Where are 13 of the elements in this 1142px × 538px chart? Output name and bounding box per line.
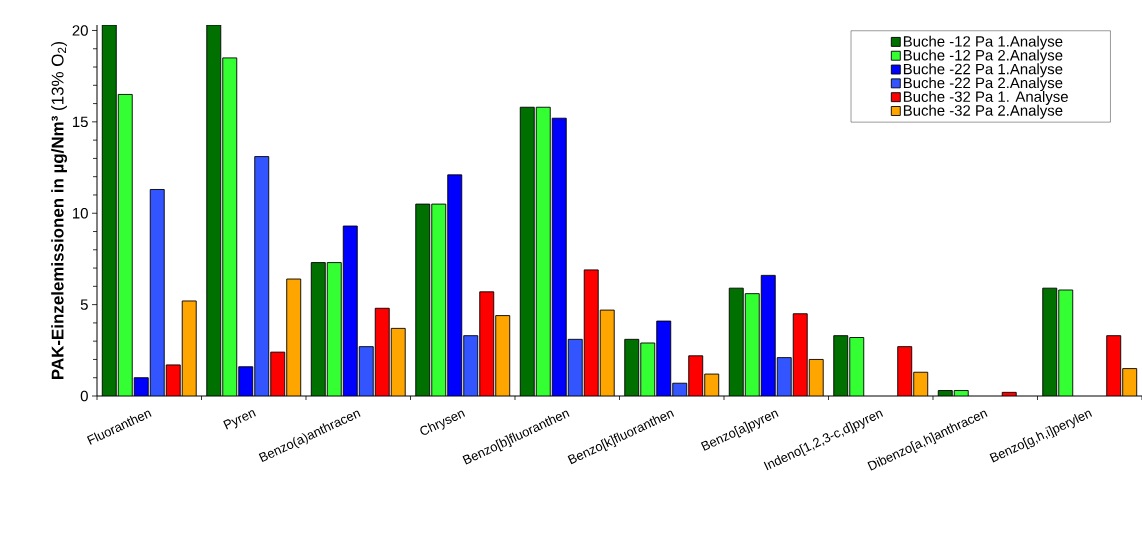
y-tick-label: 15 xyxy=(73,116,88,128)
legend-label: Buche -22 Pa 2.Analyse xyxy=(903,77,1063,92)
y-tick-label: 5 xyxy=(80,299,88,310)
y-axis-title: PAK-Einzelemissionen in µg/Nm³ (13% O$_{2}$) xyxy=(51,41,68,380)
x-tick-label: Pyren xyxy=(223,410,256,430)
y-tick-label: 10 xyxy=(73,207,88,219)
legend-label: Buche -32 Pa 2.Analyse xyxy=(903,104,1063,119)
y-tick-label: 20 xyxy=(72,25,88,36)
legend-label: Buche -32 Pa 1. Analyse xyxy=(903,91,1068,105)
legend-label: Buche -22 Pa 1.Analyse xyxy=(903,63,1063,78)
y-tick-label: 0 xyxy=(80,390,88,402)
legend-label: Buche -12 Pa 2.Analyse xyxy=(903,49,1063,64)
legend-label: Buche -12 Pa 1.Analyse xyxy=(903,35,1063,50)
